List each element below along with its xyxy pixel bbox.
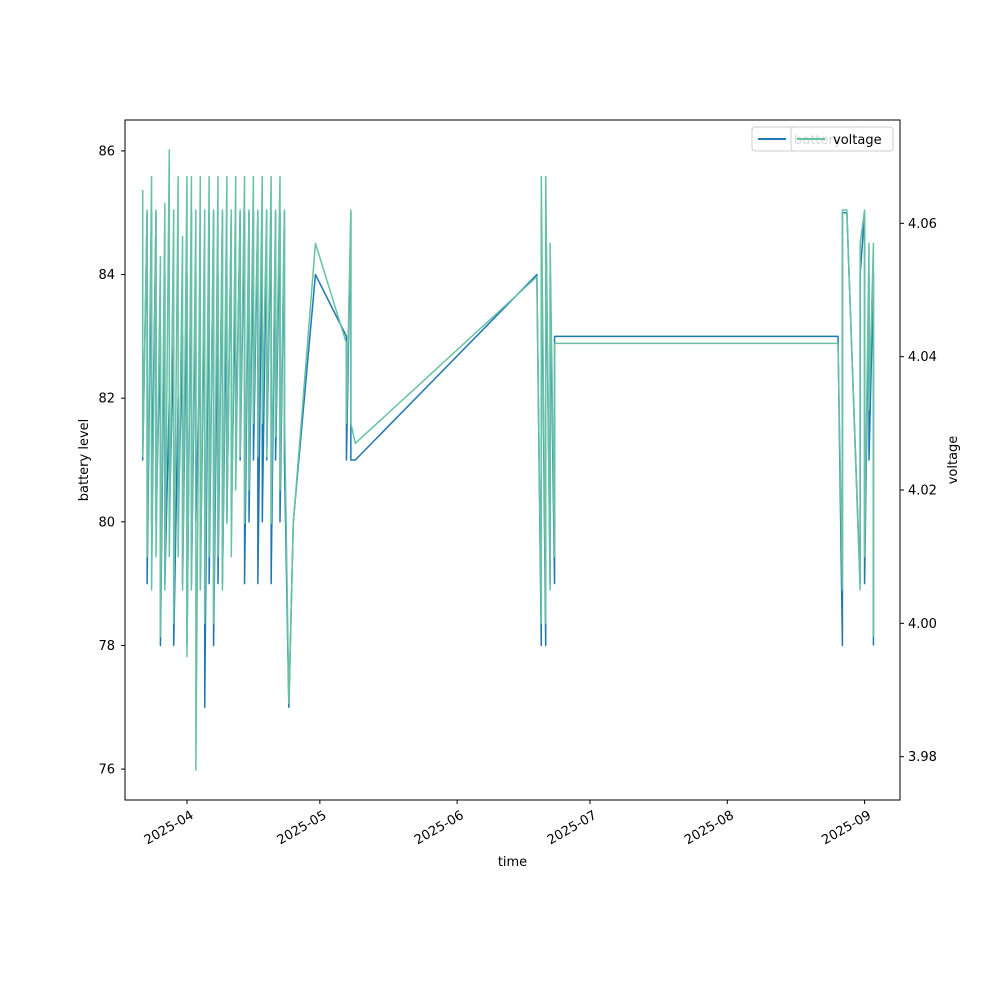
y2-tick-label: 4.04: [908, 350, 937, 365]
plot-frame: [124, 119, 901, 801]
y2-tick-label: 4.00: [908, 617, 937, 632]
y2-tick-label: 4.02: [908, 484, 937, 499]
y-tick-label: 82: [98, 392, 115, 407]
y-tick-label: 78: [98, 639, 115, 654]
y2-tick-label: 3.98: [908, 750, 937, 765]
y-tick-label: 86: [98, 144, 115, 159]
series-layer: [141, 149, 875, 771]
legend-label-1: voltage: [833, 133, 882, 148]
y-tick-label: 76: [98, 763, 115, 778]
y-axis-label: battery level: [77, 419, 92, 502]
legend-box: [790, 126, 894, 152]
y2-tick-label: 4.06: [908, 217, 937, 232]
series-line-voltage: [141, 149, 875, 771]
y2-axis-label: voltage: [946, 436, 961, 485]
y-tick-label: 84: [98, 268, 115, 283]
x-axis-label: time: [498, 855, 527, 870]
y-tick-label: 80: [98, 515, 115, 530]
legend: batteryvoltage: [751, 126, 894, 152]
